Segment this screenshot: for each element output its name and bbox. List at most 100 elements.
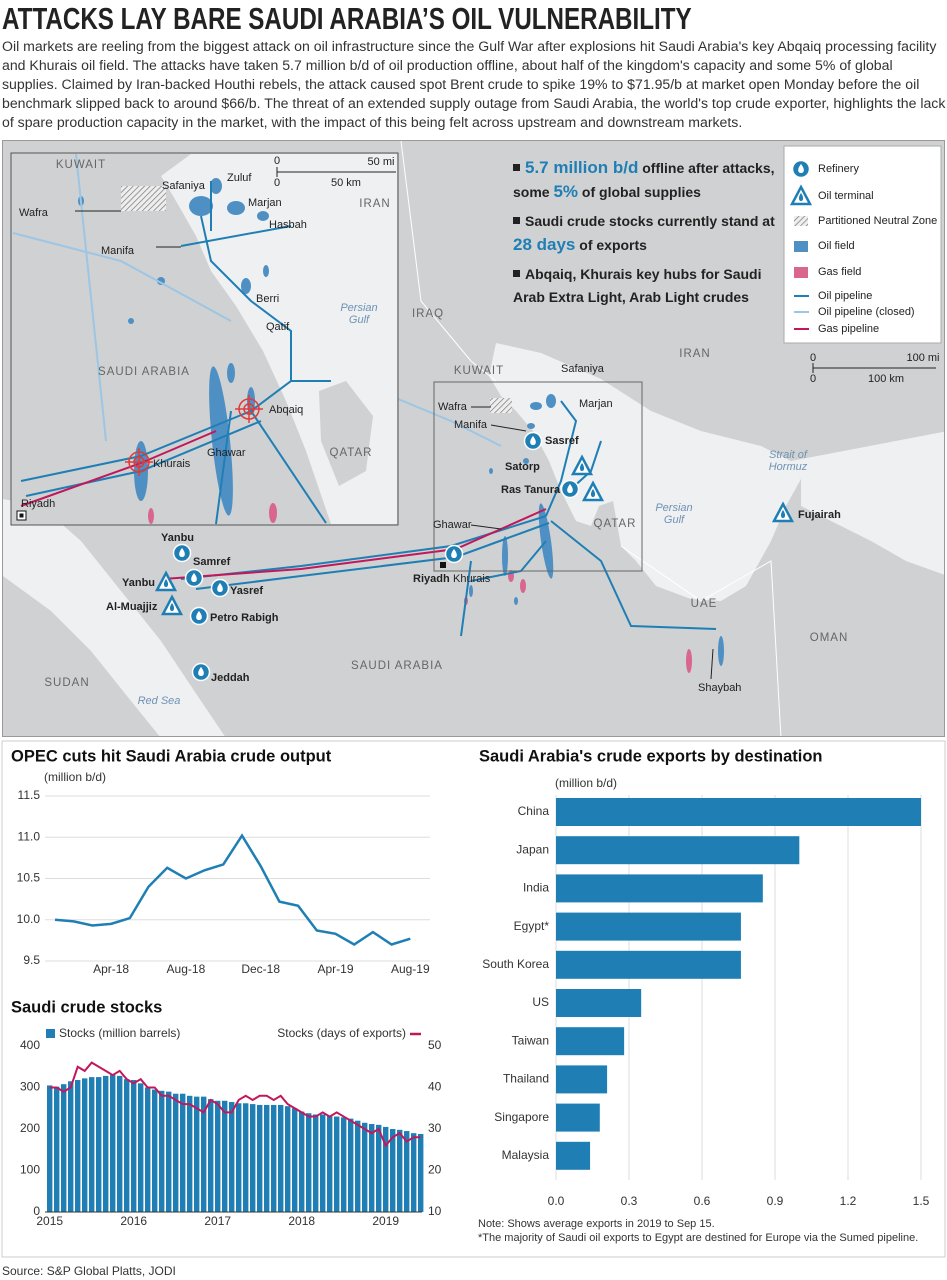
refinery-drop: [196, 611, 202, 620]
bar: [556, 1027, 625, 1056]
category-label: Japan: [516, 842, 549, 856]
map-label: Ghawar: [433, 519, 472, 531]
bar: [313, 1114, 319, 1212]
x-tick-label: Apr-18: [93, 962, 129, 976]
legend-label: Stocks (days of exports): [277, 1026, 406, 1040]
bar: [285, 1106, 291, 1212]
x-tick-label: 1.5: [913, 1194, 930, 1208]
bullet: [513, 217, 520, 224]
bar: [145, 1087, 151, 1212]
bar: [243, 1103, 249, 1212]
map-label: Fujairah: [798, 509, 841, 521]
refinery-icon: [444, 544, 464, 564]
map-label: Marjan: [248, 197, 282, 209]
map-label: Riyadh: [413, 573, 450, 585]
bar: [556, 836, 800, 865]
y-tick-label: 11.0: [18, 829, 41, 843]
y-tick-label: 400: [20, 1038, 40, 1052]
bar: [341, 1117, 347, 1212]
bar: [138, 1083, 144, 1212]
refinery-icon: [523, 431, 543, 451]
bar: [82, 1078, 88, 1212]
bar: [320, 1114, 326, 1212]
map-label: Manifa: [454, 419, 488, 431]
x-tick-label: 0.9: [767, 1194, 784, 1208]
terminal-drop: [798, 193, 804, 201]
map-label: Berri: [256, 293, 280, 305]
x-tick-label: Dec-18: [241, 962, 280, 976]
map-label: Yanbu: [161, 532, 195, 544]
refinery-drop: [217, 583, 223, 592]
neutral-zone: [490, 398, 512, 413]
bar: [215, 1100, 221, 1212]
map-label: OMAN: [809, 632, 849, 644]
y-tick-label: 0: [33, 1204, 40, 1218]
highlight-text: offline after attacks, some: [513, 160, 775, 200]
terminal-drop: [579, 463, 585, 471]
refinery-icon: [210, 578, 230, 598]
bar: [68, 1081, 74, 1212]
y2-tick-label: 30: [428, 1121, 442, 1135]
refinery-icon: [791, 159, 811, 179]
highlight-text: 5%: [553, 182, 579, 201]
legend-swatch: [794, 241, 808, 252]
legend-swatch: [46, 1029, 55, 1038]
map-label: KUWAIT: [453, 365, 505, 377]
capital-marker: [19, 513, 24, 518]
map-label: 100 km: [867, 373, 905, 385]
legend-box: [783, 145, 942, 344]
category-label: South Korea: [482, 957, 549, 971]
map-label: Qatif: [266, 321, 290, 333]
map-label: SAUDI ARABIA: [98, 366, 190, 378]
map-label: 0: [273, 177, 281, 189]
y-tick-label: 300: [20, 1080, 40, 1094]
bar: [47, 1085, 53, 1212]
map-label: Al-Muajjiz: [106, 601, 158, 613]
map-label: Oil pipeline: [818, 290, 873, 302]
inset-land: [319, 381, 373, 486]
map-label: Persian Gulf: [340, 302, 378, 326]
highlight: Abqaiq, Khurais key hubs for Saudi Arab …: [513, 263, 778, 309]
y-tick-label: 100: [20, 1163, 40, 1177]
bar: [306, 1113, 312, 1212]
bar: [187, 1095, 193, 1212]
map-label: Khurais: [453, 573, 491, 585]
inset-closed-pipelines: [12, 153, 232, 442]
x-tick-label: 1.2: [840, 1194, 857, 1208]
category-label: Malaysia: [502, 1148, 550, 1162]
x-tick-label: 2016: [120, 1214, 147, 1228]
map-label: Khurais: [153, 458, 191, 470]
y-tick-label: 9.5: [23, 953, 40, 967]
category-label: US: [532, 995, 549, 1009]
y-tick-label: 200: [20, 1121, 40, 1135]
closed-pipeline: [390, 395, 502, 447]
y-tick-label: 11.5: [18, 788, 41, 802]
refinery-drop: [191, 573, 197, 582]
bar: [404, 1131, 410, 1212]
map-label: Zuluf: [227, 172, 252, 184]
highlight-text: of exports: [575, 237, 647, 253]
map-label: Manifa: [101, 245, 135, 257]
sea: [791, 431, 944, 575]
inset-gas-pipeline: [20, 430, 217, 507]
map-label: Yanbu: [122, 577, 156, 589]
map-label: SUDAN: [44, 677, 90, 689]
map-label: 0: [273, 155, 281, 167]
category-label: Taiwan: [512, 1033, 549, 1047]
terminal-drop: [780, 510, 786, 518]
bar: [173, 1093, 179, 1212]
bar: [556, 950, 741, 979]
bullet: [513, 270, 520, 277]
map-label: IRAN: [679, 348, 711, 360]
bar: [292, 1108, 298, 1212]
map-label: Marjan: [579, 398, 613, 410]
map-label: Petro Rabigh: [210, 612, 279, 624]
map-label: Hasbah: [269, 219, 307, 231]
note: *The majority of Saudi oil exports to Eg…: [478, 1232, 918, 1244]
bar: [299, 1111, 305, 1212]
map-label: Refinery: [818, 163, 859, 175]
bar: [355, 1120, 361, 1212]
map-label: Wafra: [438, 401, 467, 413]
y2-tick-label: 10: [428, 1204, 442, 1218]
